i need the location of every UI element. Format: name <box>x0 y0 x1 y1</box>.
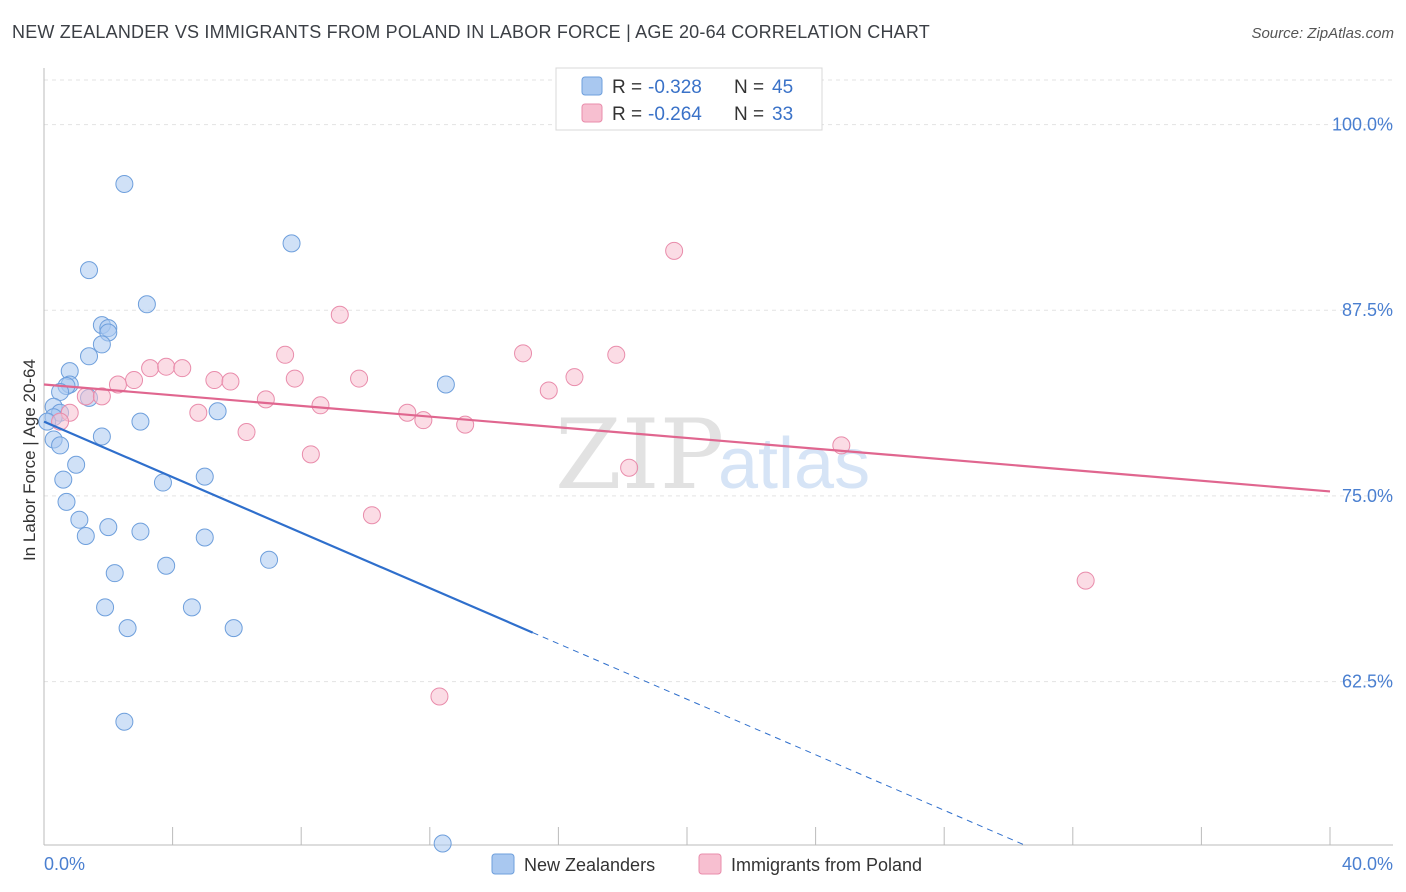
point-immigrants-from-poland <box>221 372 240 391</box>
point-new-zealanders <box>67 455 86 474</box>
trend-line-immigrants-from-poland <box>43 383 1331 493</box>
point-immigrants-from-poland <box>256 390 275 409</box>
point-new-zealanders <box>195 528 214 547</box>
point-new-zealanders <box>92 335 111 354</box>
point-immigrants-from-poland <box>565 368 584 387</box>
point-immigrants-from-poland <box>539 381 558 400</box>
point-new-zealanders <box>137 295 156 314</box>
point-new-zealanders <box>115 712 134 731</box>
point-new-zealanders <box>96 598 115 617</box>
point-new-zealanders <box>131 522 150 541</box>
bottom-legend-swatch-immigrants-from-poland <box>698 853 722 875</box>
point-immigrants-from-poland <box>665 241 684 260</box>
point-new-zealanders <box>70 510 89 529</box>
point-immigrants-from-poland <box>141 359 160 378</box>
point-new-zealanders <box>131 412 150 431</box>
point-new-zealanders <box>105 564 124 583</box>
point-immigrants-from-poland <box>285 369 304 388</box>
point-immigrants-from-poland <box>398 403 417 422</box>
y-tick-label: 75.0% <box>1342 486 1393 506</box>
bottom-legend: New Zealanders Immigrants from Poland <box>491 853 922 875</box>
legend-r-value: -0.328 <box>648 77 702 98</box>
watermark-atlas: atlas <box>718 424 870 504</box>
point-immigrants-from-poland <box>607 345 626 364</box>
trend-line-extension-new-zealanders <box>532 632 1025 846</box>
point-new-zealanders <box>51 436 70 455</box>
bottom-legend-label-immigrants-from-poland: Immigrants from Poland <box>731 855 922 875</box>
point-immigrants-from-poland <box>414 411 433 430</box>
point-immigrants-from-poland <box>301 445 320 464</box>
y-tick-label: 100.0% <box>1332 115 1393 135</box>
point-immigrants-from-poland <box>362 506 381 525</box>
legend-r-label: R = <box>612 104 642 125</box>
point-immigrants-from-poland <box>76 387 95 406</box>
watermark-zip: ZIP <box>555 399 724 511</box>
point-new-zealanders <box>433 834 452 853</box>
x-tick-label-right: 40.0% <box>1342 854 1393 874</box>
point-new-zealanders <box>118 619 137 638</box>
point-new-zealanders <box>54 470 73 489</box>
point-new-zealanders <box>80 347 99 366</box>
trend-lines <box>43 383 1331 846</box>
point-immigrants-from-poland <box>276 345 295 364</box>
point-new-zealanders <box>115 174 134 193</box>
legend-r-value: -0.264 <box>648 104 702 125</box>
point-immigrants-from-poland <box>514 344 533 363</box>
bottom-legend-label-new-zealanders: New Zealanders <box>524 855 655 875</box>
point-new-zealanders <box>282 234 301 253</box>
legend-box: R = -0.328 N = 45 R = -0.264 N = 33 <box>555 67 823 131</box>
legend-swatch-immigrants-from-poland <box>581 103 603 123</box>
legend-n-label: N = <box>734 104 764 125</box>
point-new-zealanders <box>76 527 95 546</box>
point-immigrants-from-poland <box>620 458 639 477</box>
y-tick-label: 87.5% <box>1342 300 1393 320</box>
chart-title: NEW ZEALANDER VS IMMIGRANTS FROM POLAND … <box>12 22 930 42</box>
point-immigrants-from-poland <box>125 371 144 390</box>
point-immigrants-from-poland <box>350 369 369 388</box>
point-new-zealanders <box>436 375 455 394</box>
point-immigrants-from-poland <box>330 305 349 324</box>
point-immigrants-from-poland <box>311 396 330 415</box>
point-new-zealanders <box>80 261 99 280</box>
axes <box>43 68 1393 846</box>
point-immigrants-from-poland <box>205 371 224 390</box>
point-new-zealanders <box>99 518 118 537</box>
point-immigrants-from-poland <box>108 375 127 394</box>
legend-n-value: 45 <box>772 77 793 98</box>
point-new-zealanders <box>57 492 76 511</box>
y-axis-label: In Labor Force | Age 20-64 <box>20 359 39 561</box>
grid-lines <box>44 79 1393 683</box>
point-new-zealanders <box>195 467 214 486</box>
point-new-zealanders <box>182 598 201 617</box>
point-new-zealanders <box>260 550 279 569</box>
legend-r-label: R = <box>612 77 642 98</box>
point-new-zealanders <box>92 427 111 446</box>
trend-line-new-zealanders <box>43 420 534 634</box>
legend-n-value: 33 <box>772 104 793 125</box>
point-immigrants-from-poland <box>92 387 111 406</box>
point-immigrants-from-poland <box>157 357 176 376</box>
data-points <box>38 174 1095 853</box>
point-new-zealanders <box>224 619 243 638</box>
y-tick-labels: 100.0% 87.5% 75.0% 62.5% <box>1332 115 1393 692</box>
legend-swatch-new-zealanders <box>581 76 603 96</box>
point-immigrants-from-poland <box>1076 571 1095 590</box>
point-immigrants-from-poland <box>237 423 256 442</box>
point-immigrants-from-poland <box>430 687 449 706</box>
legend-n-label: N = <box>734 77 764 98</box>
y-tick-label: 62.5% <box>1342 672 1393 692</box>
bottom-legend-swatch-new-zealanders <box>491 853 515 875</box>
point-new-zealanders <box>51 382 70 401</box>
source-label: Source: ZipAtlas.com <box>1251 25 1394 42</box>
x-tick-label-left: 0.0% <box>44 854 85 874</box>
point-immigrants-from-poland <box>189 403 208 422</box>
point-new-zealanders <box>208 402 227 421</box>
point-immigrants-from-poland <box>173 359 192 378</box>
point-new-zealanders <box>157 556 176 575</box>
